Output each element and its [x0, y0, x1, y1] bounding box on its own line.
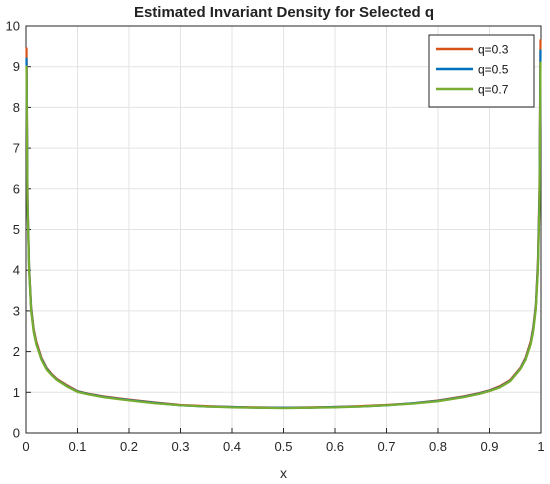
- y-tick-label: 8: [13, 100, 20, 115]
- y-tick-label: 6: [13, 181, 20, 196]
- legend[interactable]: q=0.3 q=0.5 q=0.7: [428, 34, 535, 108]
- x-tick-label: 0.2: [120, 439, 138, 454]
- x-tick-label: 0.6: [326, 439, 344, 454]
- x-tick-label: 1: [537, 439, 544, 454]
- x-tick-label: 0.4: [223, 439, 241, 454]
- y-tick-label: 5: [13, 222, 20, 237]
- y-tick-label: 3: [13, 303, 20, 318]
- x-tick-label: 0.8: [429, 439, 447, 454]
- legend-label: q=0.5: [478, 63, 509, 77]
- y-tick-label: 2: [13, 344, 20, 359]
- series-lines: [25, 39, 542, 410]
- chart-title: Estimated Invariant Density for Selected…: [134, 4, 434, 21]
- x-tick-label: 0.1: [68, 439, 86, 454]
- x-axis-label: x: [280, 465, 287, 481]
- x-tick-label: 0.7: [377, 439, 395, 454]
- axis-ticks: 0 0.1 0.2 0.3 0.4 0.5 0.6 0.7 0.8 0.9 101234567891…: [6, 19, 545, 455]
- series-line-q-0-7: [25, 61, 542, 410]
- x-tick-label: 0: [22, 439, 29, 454]
- legend-label: q=0.7: [478, 83, 509, 97]
- x-tick-label: 0.5: [274, 439, 292, 454]
- y-tick-label: 9: [13, 59, 20, 74]
- y-tick-label: 1: [13, 385, 20, 400]
- legend-label: q=0.3: [478, 43, 509, 57]
- y-tick-label: 10: [6, 19, 20, 34]
- y-tick-label: 0: [13, 426, 20, 441]
- y-tick-label: 7: [13, 141, 20, 156]
- x-tick-label: 0.3: [171, 439, 189, 454]
- x-tick-label: 0.9: [480, 439, 498, 454]
- y-tick-label: 4: [13, 263, 20, 278]
- legend-box: [428, 34, 535, 108]
